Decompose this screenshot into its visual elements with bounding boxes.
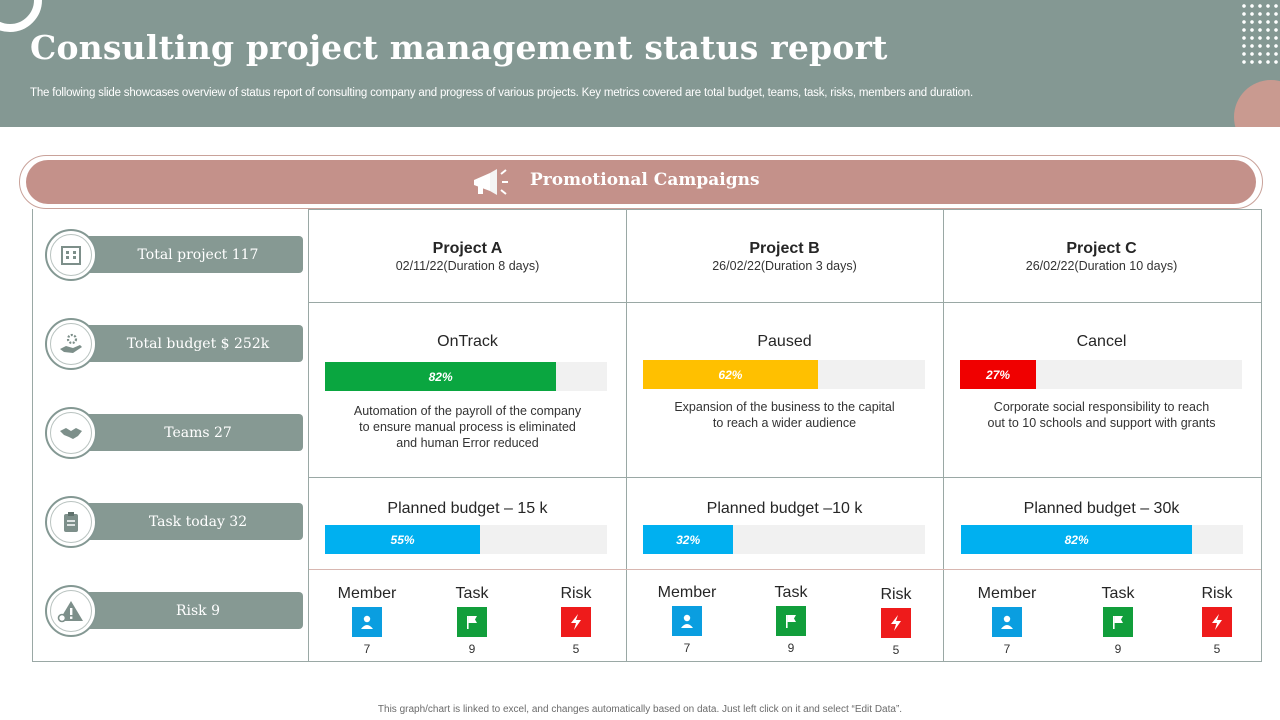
metric-task-today: Task today 32 bbox=[45, 496, 305, 548]
project-b-member-stat: Member 7 bbox=[657, 584, 717, 655]
user-icon bbox=[1001, 615, 1013, 629]
decorative-circle bbox=[1234, 80, 1280, 127]
project-a-task-stat: Task 9 bbox=[455, 585, 489, 656]
project-c-status: Cancel bbox=[1076, 333, 1127, 350]
project-c-date: 26/02/22(Duration 10 days) bbox=[1025, 259, 1178, 273]
project-b-status: Paused bbox=[757, 333, 812, 350]
metric-label: Total project 117 bbox=[79, 236, 303, 273]
banner-outline bbox=[19, 155, 1263, 209]
project-a-status: OnTrack bbox=[437, 333, 498, 350]
user-icon bbox=[361, 615, 373, 629]
project-c-budget-label: Planned budget – 30k bbox=[1023, 500, 1180, 517]
project-b-status-bar: 62% bbox=[643, 360, 925, 389]
metric-label: Teams 27 bbox=[79, 414, 303, 451]
metrics-sidebar: Total project 117 Total budget $ 252k Te… bbox=[32, 209, 309, 662]
project-c-status-bar-fill: 27% bbox=[960, 360, 1037, 389]
metric-label: Risk 9 bbox=[79, 592, 303, 629]
metric-total-project: Total project 117 bbox=[45, 229, 305, 281]
project-a-member-stat: Member 7 bbox=[337, 585, 397, 656]
project-a-budget-bar-fill: 55% bbox=[325, 525, 481, 554]
metric-teams: Teams 27 bbox=[45, 407, 305, 459]
header: Consulting project management status rep… bbox=[0, 0, 1280, 127]
project-a-name: Project A bbox=[432, 240, 503, 257]
lightning-icon bbox=[1212, 614, 1222, 630]
section-banner bbox=[26, 160, 1256, 204]
project-b-date: 26/02/22(Duration 3 days) bbox=[712, 259, 857, 273]
handshake-icon bbox=[60, 428, 82, 439]
project-b-description: Expansion of the business to the capital… bbox=[674, 400, 895, 430]
megaphone-icon bbox=[474, 169, 508, 195]
banner-title: Promotional Campaigns bbox=[530, 170, 760, 190]
project-a-date: 02/11/22(Duration 8 days) bbox=[395, 259, 540, 273]
project-c-member-stat: Member 7 bbox=[977, 585, 1037, 656]
building-icon bbox=[61, 246, 81, 265]
warning-gear-icon bbox=[57, 601, 83, 623]
decorative-dots bbox=[1240, 2, 1280, 68]
project-b-task-stat: Task 9 bbox=[774, 584, 808, 655]
project-c-name: Project C bbox=[1066, 240, 1137, 257]
project-b-budget-bar: 32% bbox=[643, 525, 925, 554]
project-a-risk-stat: Risk 5 bbox=[560, 585, 592, 656]
metric-risk: Risk 9 bbox=[45, 585, 305, 637]
project-a-description: Automation of the payroll of the company… bbox=[353, 404, 582, 450]
project-c-budget-bar: 82% bbox=[961, 525, 1243, 554]
flag-icon bbox=[1113, 616, 1123, 629]
project-b-risk-stat: Risk 5 bbox=[880, 586, 912, 657]
clipboard-icon bbox=[64, 512, 78, 532]
project-a-status-bar-fill: 82% bbox=[325, 362, 557, 391]
project-c-status-bar: 27% bbox=[960, 360, 1242, 389]
metric-total-budget: Total budget $ 252k bbox=[45, 318, 305, 370]
project-b-budget-bar-fill: 32% bbox=[643, 525, 734, 554]
metric-label: Total budget $ 252k bbox=[79, 325, 303, 362]
project-a-status-bar: 82% bbox=[325, 362, 607, 391]
project-c-task-stat: Task 9 bbox=[1101, 585, 1135, 656]
project-grid: Project A 02/11/22(Duration 8 days) OnTr… bbox=[308, 209, 1262, 662]
hand-gear-icon bbox=[60, 333, 82, 353]
footer-note: This graph/chart is linked to excel, and… bbox=[377, 704, 903, 715]
metric-label: Task today 32 bbox=[79, 503, 303, 540]
flag-icon bbox=[467, 616, 477, 629]
project-c-budget-bar-fill: 82% bbox=[961, 525, 1193, 554]
lightning-icon bbox=[571, 614, 581, 630]
page-subtitle: The following slide showcases overview o… bbox=[30, 87, 973, 99]
project-c-description: Corporate social responsibility to reach… bbox=[987, 400, 1216, 430]
project-b-name: Project B bbox=[749, 240, 820, 257]
lightning-icon bbox=[891, 615, 901, 631]
project-a-budget-bar: 55% bbox=[325, 525, 607, 554]
page-title: Consulting project management status rep… bbox=[30, 28, 888, 67]
flag-icon bbox=[786, 615, 796, 628]
project-b-budget-label: Planned budget –10 k bbox=[706, 500, 863, 517]
user-icon bbox=[681, 614, 693, 628]
project-c-risk-stat: Risk 5 bbox=[1201, 585, 1233, 656]
project-b-status-bar-fill: 62% bbox=[643, 360, 818, 389]
project-a-budget-label: Planned budget – 15 k bbox=[387, 500, 548, 517]
